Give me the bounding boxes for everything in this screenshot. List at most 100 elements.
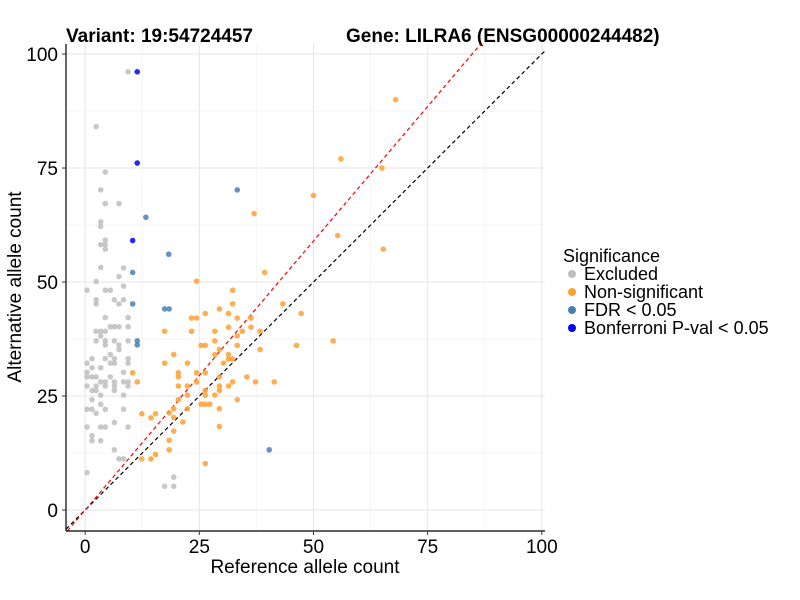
data-point [129,237,136,244]
legend-label: Excluded [584,264,658,284]
y-tick-label: 75 [37,159,58,180]
data-point [234,333,241,339]
data-point [138,411,145,417]
data-point [234,342,241,349]
data-point [125,338,131,344]
data-point [89,396,95,403]
data-point [111,360,118,366]
x-tick-label: 25 [189,537,210,558]
data-point [125,323,131,330]
data-point [89,374,95,380]
data-point [180,419,186,425]
data-point [239,328,246,335]
data-point [184,383,191,389]
data-point [111,379,118,385]
data-point [84,369,90,376]
data-point [111,297,118,303]
data-point [97,187,104,193]
gridlines [66,44,545,531]
data-point [216,346,223,353]
data-point [184,360,191,366]
data-point [111,447,118,453]
data-point [102,237,109,243]
data-point [125,424,131,430]
data-point [93,278,99,285]
reference-lines [65,43,546,532]
data-point [170,428,177,434]
data-point [170,351,177,358]
data-point [216,405,223,412]
data-point [125,314,131,321]
data-point [134,160,141,166]
data-point [216,374,223,380]
data-point [107,287,114,294]
data-point [102,342,109,348]
data-point [120,265,127,271]
data-point [202,387,209,394]
data-point [89,432,95,439]
data-point [97,364,104,371]
data-point [310,192,317,199]
data-point [111,419,118,426]
data-point [165,251,172,258]
y-tick-label: 25 [37,387,58,408]
data-point [93,297,99,303]
data-point [143,214,149,221]
data-point [212,392,218,398]
data-point [175,369,182,376]
data-point [93,374,99,380]
data-point [116,301,122,307]
data-point [93,338,99,344]
axis-ticks: 0 25 50 75 100 0 25 50 75 100 [26,45,557,558]
data-point [107,374,114,380]
data-point [202,460,209,467]
data-point [116,273,122,280]
data-point [392,96,399,103]
data-point [170,483,177,490]
data-point [202,342,209,349]
legend-label: Bonferroni P-val < 0.05 [584,318,769,338]
data-point [102,406,109,413]
legend-key [568,306,576,314]
data-point [102,169,109,175]
data-points [84,69,399,490]
data-point [166,410,172,416]
legend-key [568,270,576,278]
legend-key [568,324,576,332]
data-point [84,424,90,430]
data-point [120,369,127,376]
data-point [161,328,168,335]
data-point [202,401,209,408]
data-point [125,69,131,75]
data-point [161,360,168,366]
data-point [166,447,172,453]
data-point [261,269,268,276]
data-point [102,246,109,252]
data-point [120,297,127,303]
data-point [102,379,109,385]
data-point [93,123,99,130]
data-point [93,383,99,389]
y-tick-label: 100 [26,45,58,66]
data-point [229,287,236,294]
data-point [84,360,90,366]
legend-label: Non-significant [584,282,703,302]
data-point [134,379,141,385]
data-point [216,423,223,430]
data-point [184,405,191,412]
data-point [212,338,218,344]
data-point [134,342,141,348]
data-point [229,356,236,362]
data-point [97,264,104,271]
data-point [175,374,182,380]
data-point [170,474,177,480]
data-point [138,456,145,462]
data-point [102,241,109,248]
data-point [116,342,122,348]
data-point [170,405,177,412]
data-point [212,328,218,335]
data-point [161,306,168,312]
data-point [120,456,127,462]
data-point [107,323,114,330]
data-point [102,287,109,294]
